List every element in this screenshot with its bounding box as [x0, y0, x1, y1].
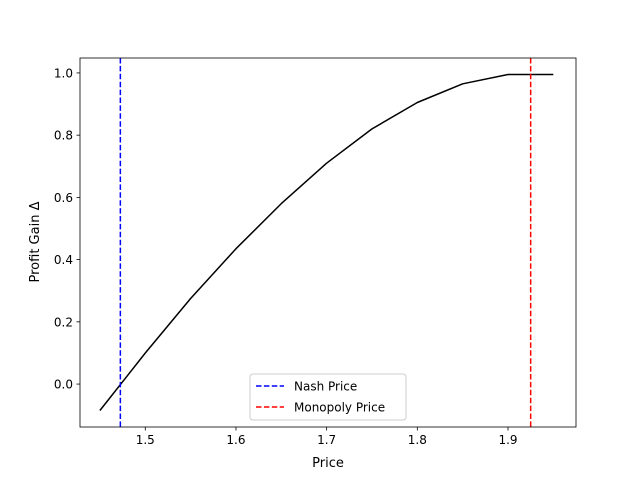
x-tick-label: 1.9: [498, 433, 517, 447]
axes: 1.5 1.6 1.7 1.8 1.9 0.0 0.2 0.4 0.6 0.8 1.0: [54, 57, 577, 447]
y-tick-label: 0.8: [54, 129, 73, 143]
x-tick-label: 1.6: [226, 433, 245, 447]
legend-label: Monopoly Price: [294, 401, 385, 415]
y-axis-label: Profit Gain Δ: [28, 201, 43, 282]
x-tick-label: 1.5: [136, 433, 155, 447]
legend-label: Nash Price: [294, 380, 357, 394]
plot-area: [99, 58, 554, 427]
series-line-0: [99, 73, 554, 411]
y-tick-label: 0.0: [54, 378, 73, 392]
x-tick-label: 1.8: [408, 433, 427, 447]
x-axis-label: Price: [312, 456, 344, 471]
y-tick-label: 1.0: [54, 66, 73, 80]
y-tick-label: 0.6: [54, 191, 73, 205]
axes-frame: [79, 57, 577, 428]
legend: Nash Price Monopoly Price: [249, 373, 407, 421]
x-tick-label: 1.7: [317, 433, 336, 447]
legend-box: [249, 373, 407, 421]
y-tick-label: 0.2: [54, 315, 73, 329]
y-tick-label: 0.4: [54, 253, 73, 267]
